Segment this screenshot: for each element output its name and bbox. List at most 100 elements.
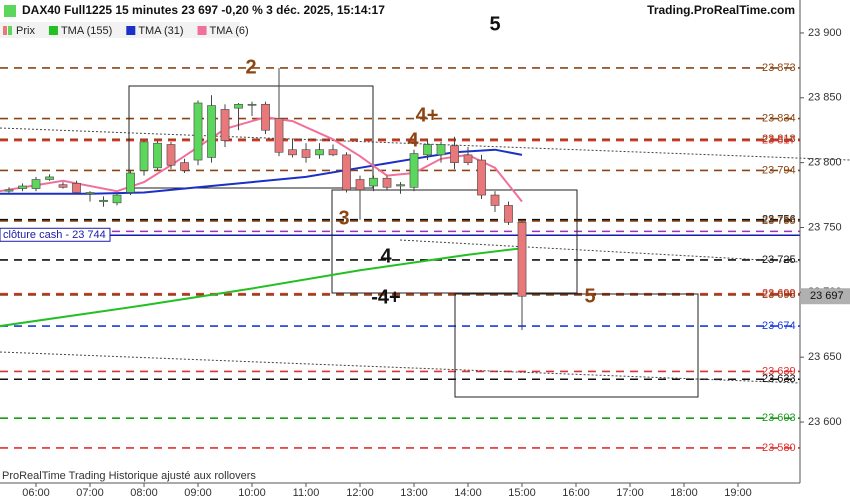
candle-body [85, 192, 95, 195]
level-label: 23 698 [762, 289, 796, 301]
candle-body [436, 144, 446, 156]
level-label: 23 639 [762, 365, 796, 377]
level-label: 23 699 [762, 288, 796, 300]
level-label: 23 873 [762, 62, 796, 74]
candle-body [274, 118, 284, 153]
candle-body [220, 109, 230, 141]
candle-body [382, 177, 392, 188]
annotation: -4+ [371, 286, 400, 308]
site-name: Trading.ProRealTime.com [647, 3, 795, 17]
annotation: 3 [338, 207, 349, 229]
legend-label: TMA (155) [61, 25, 112, 37]
candle-body [315, 149, 324, 156]
logo [4, 5, 16, 17]
zone-box [331, 189, 578, 294]
x-tick-label: 08:00 [130, 487, 158, 499]
trend-line [0, 127, 850, 161]
level-label: 23 794 [762, 164, 796, 176]
candle-body [126, 172, 135, 193]
legend-bg [0, 22, 240, 38]
annotation: 5 [584, 285, 595, 307]
trend-line [399, 239, 801, 263]
candle-body [99, 199, 108, 202]
zone-box [128, 85, 374, 189]
legend-label: Prix [16, 25, 35, 37]
candle-body [234, 103, 243, 109]
candle-body [355, 179, 365, 191]
x-tick-label: 14:00 [454, 487, 482, 499]
last-price-box [801, 288, 850, 305]
level-label: 23 633 [762, 373, 796, 385]
x-tick-label: 15:00 [508, 487, 536, 499]
legend-swatch [3, 26, 7, 35]
legend-label: TMA (31) [138, 25, 183, 37]
candle-body [490, 194, 500, 206]
x-tick-label: 13:00 [400, 487, 428, 499]
footer: ProRealTime Trading Historique ajusté au… [2, 470, 256, 482]
candle-body [477, 159, 486, 196]
legend-swatch [197, 26, 207, 35]
annotation: 4+ [416, 104, 439, 126]
candle-body [72, 183, 81, 193]
y-tick-label: 23 750 [808, 221, 842, 233]
level-label: 23 580 [762, 442, 796, 454]
cash-close-box [0, 227, 111, 242]
x-tick-label: 16:00 [562, 487, 590, 499]
candle-body [207, 105, 216, 158]
x-tick-label: 17:00 [616, 487, 644, 499]
candle-body [261, 103, 270, 131]
annotation: 4 [407, 129, 419, 151]
annotation: 4 [380, 245, 392, 267]
candle-body [409, 153, 419, 188]
legend-swatch [8, 26, 12, 35]
candle-body [369, 177, 378, 187]
level-label: 23 674 [762, 320, 796, 332]
level-label: 23 755 [762, 215, 796, 227]
candle-body [153, 142, 162, 169]
x-tick-label: 09:00 [184, 487, 212, 499]
x-tick-label: 12:00 [346, 487, 374, 499]
candle-body [4, 189, 14, 192]
legend-swatch [126, 26, 136, 35]
candle-body [18, 185, 27, 189]
header-title: DAX40 Full1225 15 minutes 23 697 -0,20 %… [22, 3, 385, 17]
level-label: 23 603 [762, 412, 796, 424]
candle-body [301, 149, 311, 158]
candle-body [450, 145, 459, 163]
candle-body [139, 141, 149, 171]
x-tick-label: 06:00 [22, 487, 50, 499]
candle-body [180, 162, 189, 171]
ma-line [0, 247, 523, 328]
cash-close-label: clôture cash - 23 744 [3, 229, 106, 241]
candle-body [463, 154, 473, 163]
y-tick-label: 23 800 [808, 157, 842, 169]
annotation: 2 [245, 56, 256, 78]
candle-body [193, 102, 203, 161]
candle-body [247, 103, 257, 106]
x-tick-label: 10:00 [238, 487, 266, 499]
y-tick-label: 23 600 [808, 416, 842, 428]
candle-body [166, 144, 176, 166]
candle-body [423, 144, 432, 156]
candle-body [112, 194, 122, 204]
candle-body [504, 205, 513, 223]
level-label: 23 834 [762, 112, 796, 124]
annotation: 5 [489, 13, 500, 35]
candle-body [58, 184, 68, 188]
ma-line [0, 116, 523, 203]
x-tick-label: 18:00 [670, 487, 698, 499]
trend-line [0, 351, 801, 384]
legend-swatch [48, 26, 58, 35]
zone-box [454, 293, 699, 398]
y-tick-label: 23 850 [808, 92, 842, 104]
candle-body [45, 176, 54, 180]
candle-body [288, 149, 297, 156]
candle-body [342, 154, 351, 191]
legend-label: TMA (6) [210, 25, 249, 37]
level-label: 23 756 [762, 214, 796, 226]
candle-body [517, 222, 527, 297]
y-tick-label: 23 900 [808, 27, 842, 39]
level-label: 23 725 [762, 254, 796, 266]
